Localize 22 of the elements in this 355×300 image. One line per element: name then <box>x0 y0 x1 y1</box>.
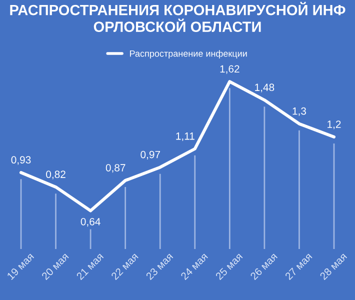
x-tick-label: 19 мая <box>6 252 34 280</box>
data-label: 1,48 <box>255 84 274 92</box>
data-label: 0,87 <box>106 164 126 173</box>
data-label: 0,93 <box>11 156 31 165</box>
x-tick-label: 23 мая <box>146 252 174 280</box>
x-tick-label: 28 мая <box>319 252 348 280</box>
x-tick-label: 22 мая <box>110 252 138 280</box>
x-tick-label: 25 мая <box>215 252 243 280</box>
data-label: 1,3 <box>292 107 306 116</box>
x-tick-label: 27 мая <box>284 252 312 280</box>
data-label: 1,11 <box>176 132 194 142</box>
legend-label: Распространение инфекции <box>130 50 247 59</box>
x-tick-label: 26 мая <box>250 252 278 280</box>
data-label: 1,62 <box>220 65 240 74</box>
data-label: 1,2 <box>328 120 341 130</box>
data-label: 0,97 <box>140 150 160 160</box>
x-tick-label: 20 мая <box>41 252 69 280</box>
data-label: 0,64 <box>80 218 100 227</box>
x-tick-label: 21 мая <box>76 252 104 280</box>
x-tick-label: 24 мая <box>180 252 208 280</box>
data-label: 0,82 <box>46 170 66 180</box>
chart-title: РАСПРОСТРАНЕНИЯ КОРОНАВИРУСНОЙ ИНФ ОРЛОВСКОЙ ОБЛАСТИ <box>10 2 346 32</box>
